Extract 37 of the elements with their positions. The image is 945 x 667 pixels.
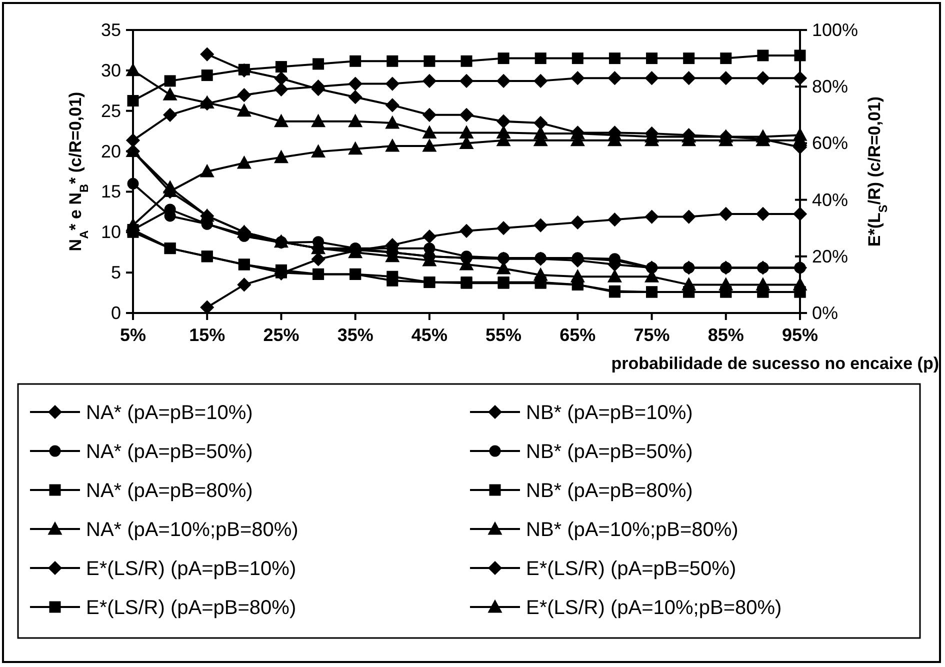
legend-label: NB* (pA=pB=50%) bbox=[526, 441, 693, 463]
legend-label: E*(LS/R) (pA=pB=50%) bbox=[526, 558, 736, 580]
y-tick-label: 35 bbox=[100, 20, 121, 40]
x-tick-label: 45% bbox=[411, 325, 448, 345]
y2-tick-label: 0% bbox=[812, 303, 838, 323]
y-tick-label: 30 bbox=[100, 60, 121, 80]
y2-tick-label: 40% bbox=[812, 190, 848, 210]
legend-label: NB* (pA=10%;pB=80%) bbox=[526, 519, 738, 541]
y-tick-label: 5 bbox=[110, 262, 121, 283]
y-tick-label: 15 bbox=[100, 182, 121, 202]
legend-label: NB* (pA=pB=10%) bbox=[526, 402, 693, 424]
legend-label: E*(LS/R) (pA=pB=80%) bbox=[86, 597, 296, 619]
legend-label: NA* (pA=pB=10%) bbox=[86, 402, 253, 424]
x-tick-label: 85% bbox=[708, 325, 744, 345]
x-tick-label: 55% bbox=[486, 325, 522, 345]
x-tick-label: 65% bbox=[560, 325, 596, 345]
y-tick-label: 0 bbox=[110, 303, 121, 323]
legend-label: NA* (pA=pB=50%) bbox=[86, 441, 253, 463]
y2-tick-label: 60% bbox=[812, 133, 848, 154]
x-tick-label: 35% bbox=[337, 325, 374, 345]
y2-tick-label: 80% bbox=[812, 76, 848, 97]
x-tick-label: 95% bbox=[782, 325, 818, 345]
y-tick-label: 10 bbox=[100, 222, 121, 242]
x-tick-label: 15% bbox=[189, 325, 226, 345]
x-tick-label: 5% bbox=[120, 325, 146, 345]
legend-label: NB* (pA=pB=80%) bbox=[526, 480, 693, 502]
y-tick-label: 25 bbox=[100, 100, 121, 121]
y2-tick-label: 100% bbox=[812, 20, 858, 40]
legend-label: NA* (pA=10%;pB=80%) bbox=[86, 519, 298, 541]
legend-label: E*(LS/R) (pA=10%;pB=80%) bbox=[526, 597, 782, 619]
x-tick-label: 25% bbox=[263, 325, 300, 345]
x-tick-label: 75% bbox=[634, 325, 670, 345]
x-axis-title: probabilidade de sucesso no encaixe (p) bbox=[611, 354, 939, 373]
legend-label: NA* (pA=pB=80%) bbox=[86, 480, 253, 502]
legend-label: E*(LS/R) (pA=pB=10%) bbox=[86, 558, 296, 580]
y2-tick-label: 20% bbox=[812, 246, 848, 266]
y-tick-label: 20 bbox=[100, 141, 121, 162]
